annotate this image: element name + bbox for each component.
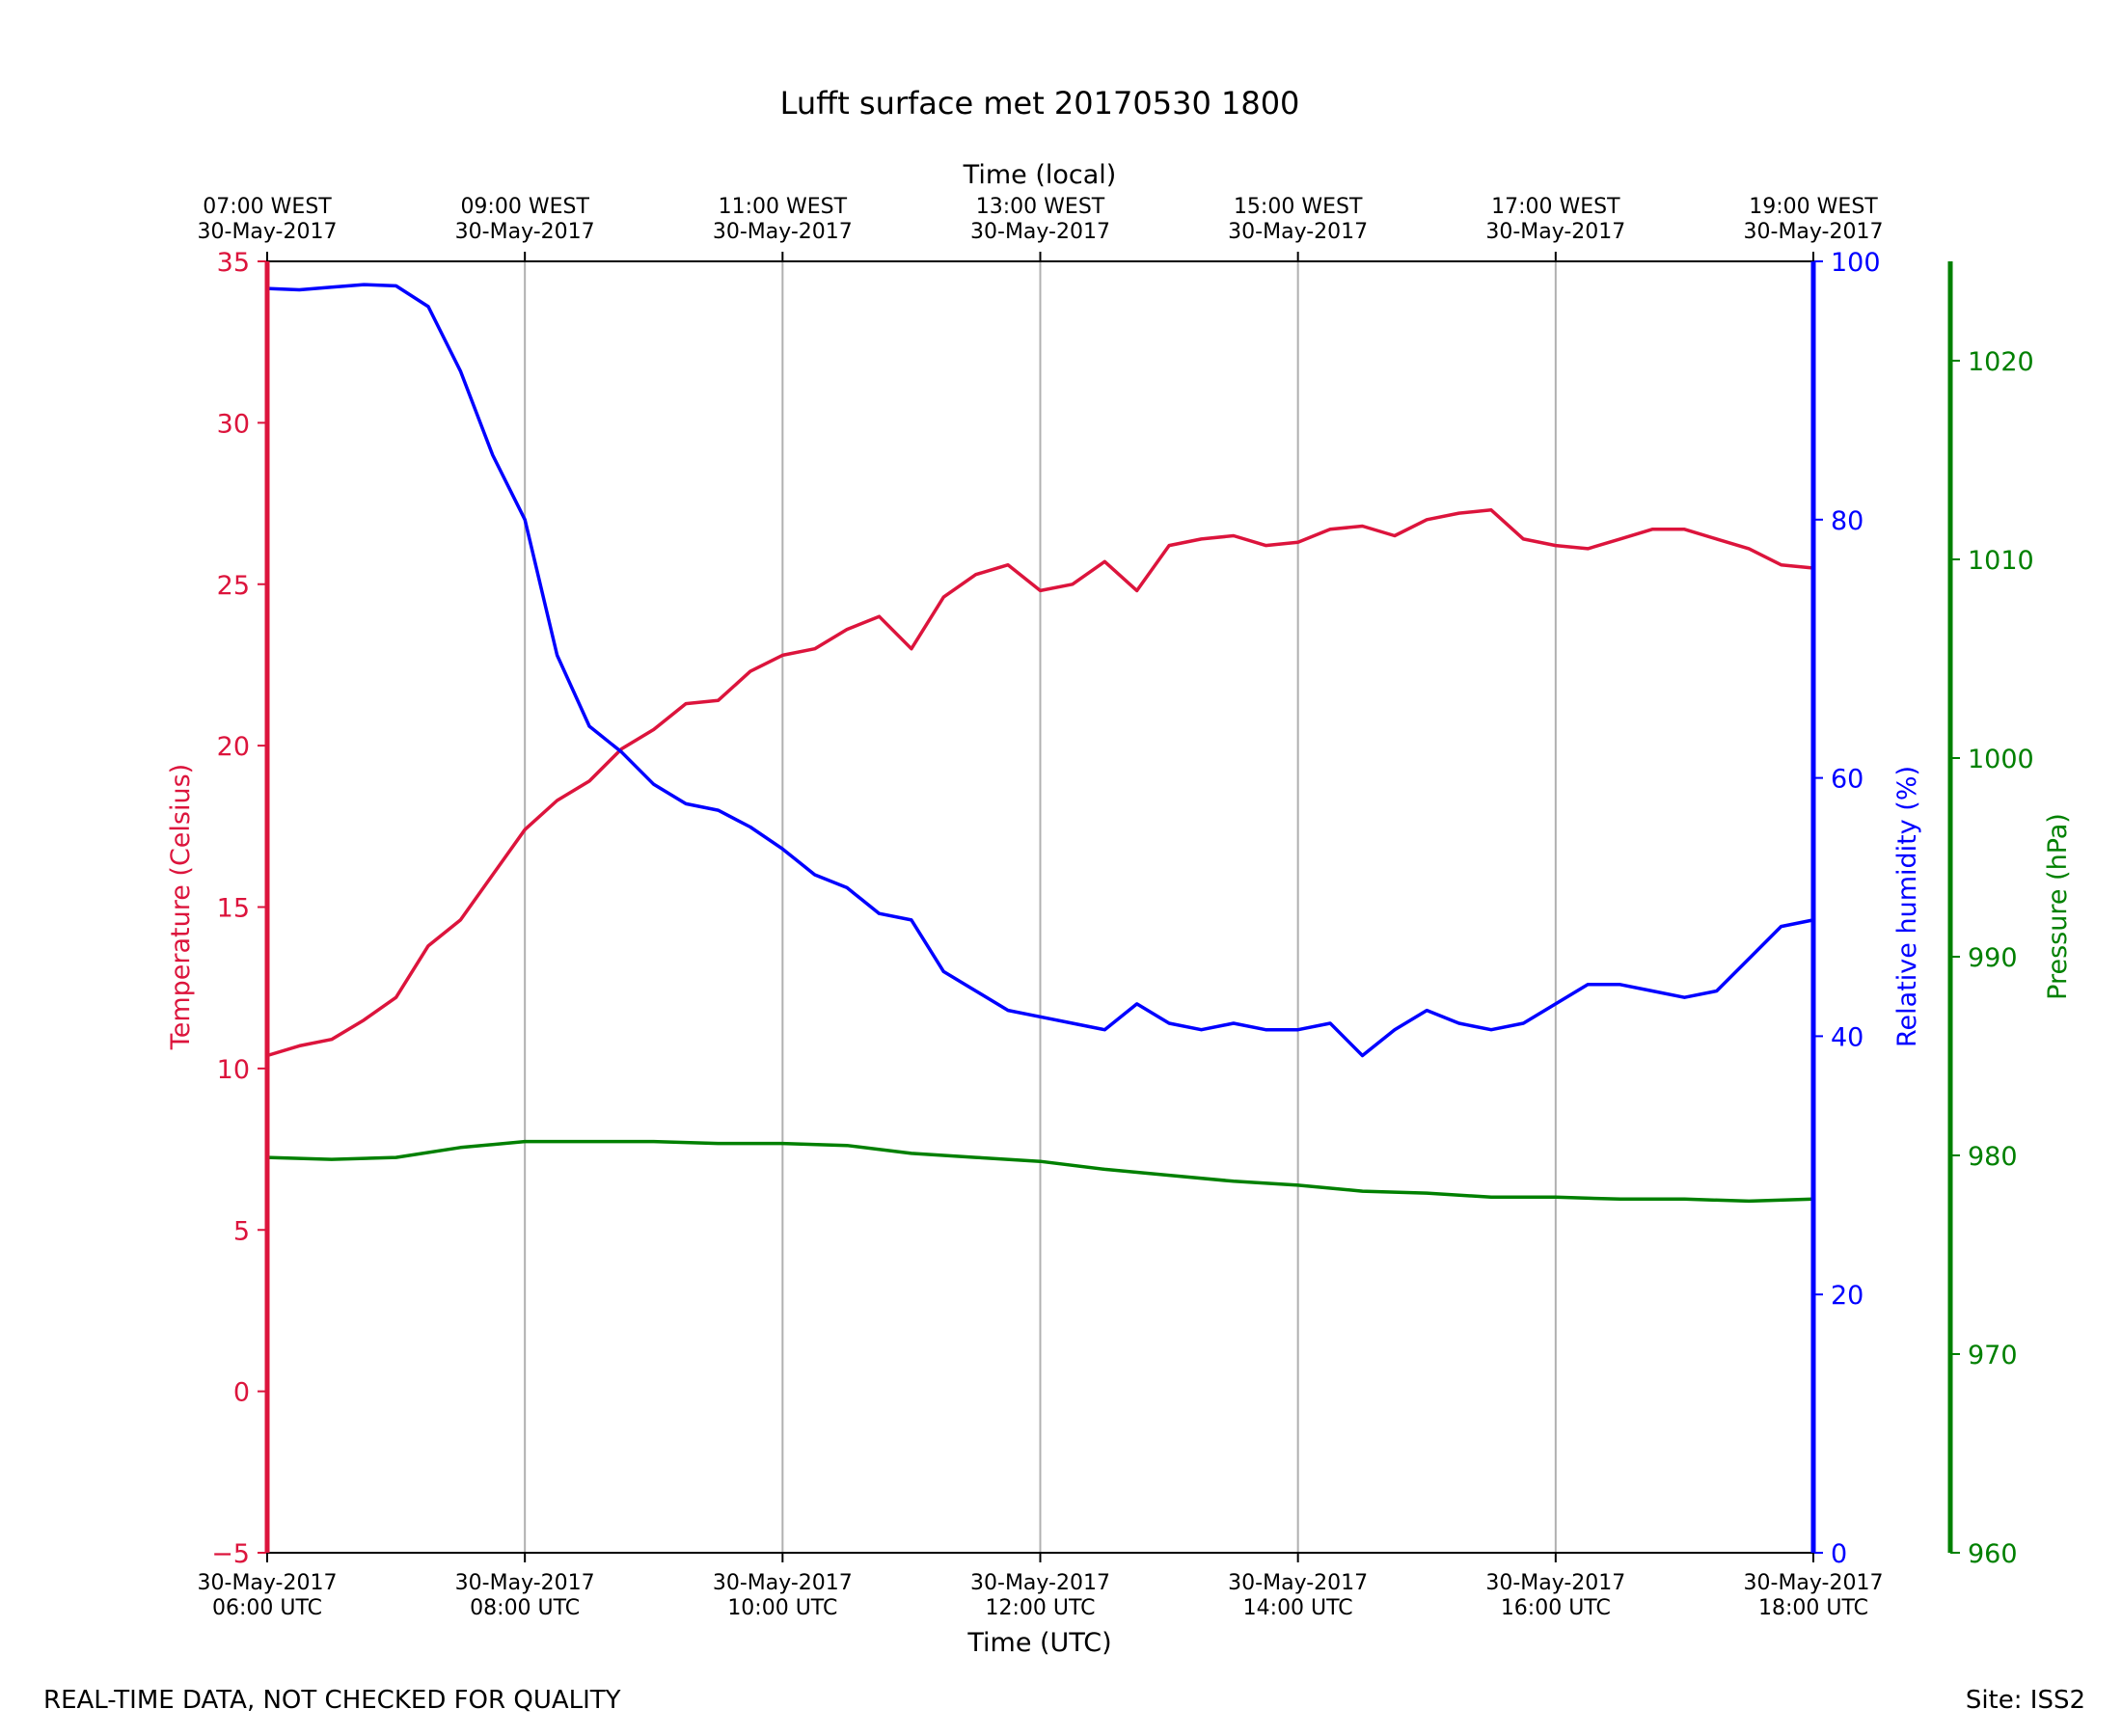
pressure-tick-label: 960 bbox=[1968, 1539, 2018, 1569]
humidity-series-line bbox=[265, 283, 1815, 1058]
x-tick-label: 10:00 UTC bbox=[727, 1596, 837, 1620]
top-axis-title: Time (local) bbox=[963, 160, 1117, 190]
site-label: Site: ISS2 bbox=[1965, 1686, 2085, 1715]
x-tick-label: 12:00 UTC bbox=[985, 1596, 1095, 1620]
humidity-tick-label: 100 bbox=[1831, 248, 1881, 278]
x-tick-label: 30-May-2017 bbox=[1228, 1571, 1368, 1595]
humidity-tick-label: 0 bbox=[1831, 1539, 1847, 1569]
top-x-tick-label: 07:00 WEST bbox=[203, 195, 332, 219]
temperature-tick-label: 10 bbox=[217, 1055, 250, 1085]
temperature-tick-label: 0 bbox=[233, 1378, 250, 1408]
pressure-tick-label: 1010 bbox=[1968, 546, 2034, 576]
x-tick-label: 16:00 UTC bbox=[1501, 1596, 1611, 1620]
pressure-tick-label: 1000 bbox=[1968, 745, 2034, 774]
humidity-tick-label: 80 bbox=[1831, 506, 1864, 536]
temperature-tick-label: 20 bbox=[217, 732, 250, 762]
x-tick-label: 18:00 UTC bbox=[1758, 1596, 1868, 1620]
axes bbox=[258, 252, 1960, 1562]
x-tick-label: 30-May-2017 bbox=[455, 1571, 595, 1595]
x-tick-label: 30-May-2017 bbox=[970, 1571, 1110, 1595]
humidity-tick-label: 20 bbox=[1831, 1281, 1864, 1311]
series-lines bbox=[265, 283, 1815, 1204]
top-x-tick-label: 30-May-2017 bbox=[198, 220, 338, 244]
pressure-tick-label: 1020 bbox=[1968, 347, 2034, 377]
chart-title: Lufft surface met 20170530 1800 bbox=[780, 85, 1300, 122]
x-axis-title: Time (UTC) bbox=[966, 1628, 1111, 1658]
temperature-tick-label: 30 bbox=[217, 409, 250, 439]
top-x-tick-label: 11:00 WEST bbox=[719, 195, 848, 219]
top-x-tick-label: 15:00 WEST bbox=[1234, 195, 1363, 219]
temperature-tick-label: −5 bbox=[211, 1539, 250, 1569]
pressure-series-line bbox=[265, 1139, 1815, 1204]
x-tick-label: 30-May-2017 bbox=[713, 1571, 853, 1595]
temperature-axis-title: Temperature (Celsius) bbox=[166, 764, 196, 1050]
pressure-axis-title: Pressure (hPa) bbox=[2043, 813, 2073, 1000]
x-tick-label: 06:00 UTC bbox=[212, 1596, 322, 1620]
humidity-axis-title: Relative humidity (%) bbox=[1892, 766, 1922, 1047]
top-x-tick-label: 30-May-2017 bbox=[713, 220, 853, 244]
temperature-tick-label: 25 bbox=[217, 571, 250, 601]
top-x-tick-label: 30-May-2017 bbox=[1744, 220, 1884, 244]
temperature-series-line bbox=[265, 508, 1815, 1058]
pressure-tick-label: 980 bbox=[1968, 1142, 2018, 1172]
temperature-tick-label: 5 bbox=[233, 1216, 250, 1246]
top-x-tick-label: 09:00 WEST bbox=[460, 195, 589, 219]
humidity-tick-label: 60 bbox=[1831, 765, 1864, 795]
x-tick-label: 08:00 UTC bbox=[470, 1596, 580, 1620]
tick-labels: −5 0 5 10 15 20 25 30 35 0 20 40 60 80 100 960 970 980 990… bbox=[198, 195, 2034, 1620]
x-tick-label: 30-May-2017 bbox=[1744, 1571, 1884, 1595]
x-tick-label: 30-May-2017 bbox=[1485, 1571, 1625, 1595]
humidity-tick-label: 40 bbox=[1831, 1022, 1864, 1052]
temperature-tick-label: 15 bbox=[217, 894, 250, 924]
quality-disclaimer: REAL-TIME DATA, NOT CHECKED FOR QUALITY bbox=[43, 1686, 621, 1715]
top-x-tick-label: 30-May-2017 bbox=[1228, 220, 1368, 244]
temperature-tick-label: 35 bbox=[217, 248, 250, 278]
pressure-tick-label: 970 bbox=[1968, 1341, 2018, 1370]
top-x-tick-label: 17:00 WEST bbox=[1491, 195, 1620, 219]
top-x-tick-label: 30-May-2017 bbox=[455, 220, 595, 244]
top-x-tick-label: 30-May-2017 bbox=[970, 220, 1110, 244]
top-x-tick-label: 30-May-2017 bbox=[1485, 220, 1625, 244]
pressure-tick-label: 990 bbox=[1968, 943, 2018, 973]
top-x-tick-label: 13:00 WEST bbox=[976, 195, 1105, 219]
grid-lines bbox=[524, 261, 1557, 1553]
x-tick-label: 30-May-2017 bbox=[198, 1571, 338, 1595]
top-x-tick-label: 19:00 WEST bbox=[1749, 195, 1878, 219]
x-tick-label: 14:00 UTC bbox=[1243, 1596, 1353, 1620]
